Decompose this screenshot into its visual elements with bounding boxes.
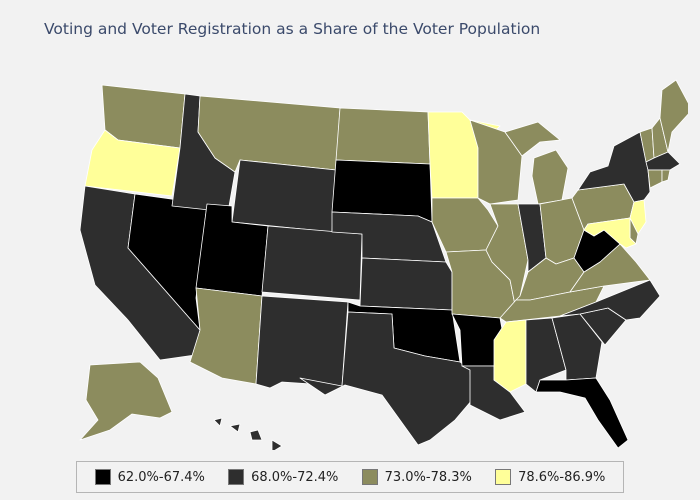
state-OR[interactable] bbox=[84, 129, 181, 197]
state-NC[interactable] bbox=[559, 279, 661, 321]
legend-swatch-2 bbox=[228, 469, 245, 485]
state-WY[interactable] bbox=[231, 159, 337, 233]
state-AZ[interactable] bbox=[189, 287, 263, 385]
legend-label-3: 73.0%-78.3% bbox=[384, 469, 472, 485]
legend-item-4: 78.6%-86.9% bbox=[495, 469, 605, 485]
state-CT[interactable] bbox=[647, 169, 663, 189]
state-CO[interactable] bbox=[261, 225, 363, 301]
state-HI[interactable] bbox=[213, 417, 283, 453]
state-MT[interactable] bbox=[197, 95, 341, 173]
map-title: Voting and Voter Registration as a Share… bbox=[44, 20, 541, 38]
state-ND[interactable] bbox=[335, 107, 431, 165]
legend-label-1: 62.0%-67.4% bbox=[117, 469, 205, 485]
legend-label-2: 68.0%-72.4% bbox=[251, 469, 339, 485]
legend-label-4: 78.6%-86.9% bbox=[518, 469, 606, 485]
state-MD[interactable] bbox=[583, 217, 637, 249]
legend-item-3: 73.0%-78.3% bbox=[361, 469, 472, 485]
us-choropleth-map bbox=[12, 55, 693, 453]
legend-swatch-3 bbox=[361, 469, 378, 485]
state-AK[interactable] bbox=[79, 361, 173, 441]
state-MS[interactable] bbox=[493, 319, 527, 393]
legend-swatch-4 bbox=[495, 469, 512, 485]
state-NM[interactable] bbox=[255, 295, 349, 389]
state-FL[interactable] bbox=[535, 377, 629, 449]
state-RI[interactable] bbox=[661, 169, 671, 183]
legend-item-2: 68.0%-72.4% bbox=[228, 469, 338, 485]
state-TX[interactable] bbox=[299, 311, 473, 446]
state-KS[interactable] bbox=[359, 257, 453, 311]
legend: 62.0%-67.4% 68.0%-72.4% 73.0%-78.3% 78.6… bbox=[76, 461, 624, 493]
legend-swatch-1 bbox=[94, 469, 111, 485]
legend-item-1: 62.0%-67.4% bbox=[94, 469, 205, 485]
state-IA[interactable] bbox=[431, 197, 499, 253]
map-svg bbox=[79, 79, 693, 453]
